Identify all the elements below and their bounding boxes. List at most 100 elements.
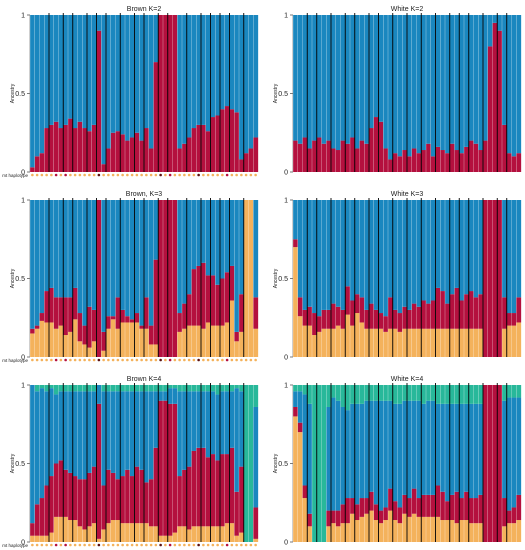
bar-segment xyxy=(430,400,436,495)
bar-segment xyxy=(502,526,507,542)
hap-dot xyxy=(73,358,77,362)
bar-segment xyxy=(464,403,469,492)
bar-segment xyxy=(144,391,149,483)
bar-segment xyxy=(392,309,398,329)
bar-segment xyxy=(383,400,389,508)
bar-segment xyxy=(91,466,97,524)
bar-segment xyxy=(63,297,69,336)
bar-segment xyxy=(220,200,225,279)
bar-segment xyxy=(77,526,83,542)
bar-segment xyxy=(101,200,107,332)
bar-segment xyxy=(153,526,159,542)
y-axis-label: Ancestry xyxy=(273,83,279,103)
bar-segment xyxy=(205,457,211,527)
bar-segment xyxy=(248,385,254,542)
bar-segment xyxy=(350,403,355,499)
bar-segment xyxy=(134,391,140,467)
bar-segment xyxy=(421,150,427,172)
bar-segment xyxy=(407,309,412,329)
bar-segment xyxy=(30,200,35,329)
bar-segment xyxy=(191,385,197,392)
bar-segment xyxy=(191,15,197,129)
bar-segment xyxy=(201,447,206,527)
bar-segment xyxy=(201,526,206,542)
bar-segment xyxy=(44,385,50,392)
bar-segment xyxy=(373,200,379,310)
bar-segment xyxy=(445,303,450,329)
hap-dot xyxy=(235,358,238,362)
bar-segment xyxy=(120,391,126,477)
bar-segment xyxy=(402,306,408,329)
bar-segment xyxy=(350,385,355,404)
bar-segment xyxy=(87,200,92,307)
bar-segment xyxy=(435,516,441,542)
y-tick-label: 1 xyxy=(284,13,288,20)
bar-segment xyxy=(239,159,244,172)
hap-dot xyxy=(64,173,67,177)
bar-segment xyxy=(58,391,64,461)
y-tick-label: 0 xyxy=(284,170,288,177)
bar-segment xyxy=(426,15,431,144)
bar-segment xyxy=(253,406,259,508)
bar-segment xyxy=(449,328,455,357)
bar-segment xyxy=(502,15,507,125)
bar-segment xyxy=(96,385,102,404)
bar-segment xyxy=(30,535,35,542)
bar-segment xyxy=(478,294,484,329)
bar-segment xyxy=(307,385,313,404)
bar-segment xyxy=(435,385,441,404)
bar-segment xyxy=(307,513,313,527)
hap-label: mt haplotype xyxy=(2,173,28,178)
bar-segment xyxy=(172,532,178,542)
bar-segment xyxy=(392,403,398,502)
bar-segment xyxy=(445,200,450,304)
bar-segment xyxy=(196,325,202,357)
bar-segment xyxy=(388,510,393,542)
bar-segment xyxy=(110,385,116,392)
bar-segment xyxy=(293,247,298,357)
hap-dot xyxy=(244,543,248,547)
bar-segment xyxy=(464,200,469,295)
bar-segment xyxy=(39,15,45,154)
bar-segment xyxy=(77,15,83,122)
hap-dot xyxy=(240,358,243,362)
bar-segment xyxy=(125,322,130,357)
bar-segment xyxy=(120,15,126,135)
bar-segment xyxy=(253,507,259,539)
hap-dot xyxy=(145,173,148,177)
bar-segment xyxy=(115,479,121,521)
bar-segment xyxy=(253,297,259,329)
bar-segment xyxy=(293,406,298,417)
bar-segment xyxy=(459,328,465,357)
bar-segment xyxy=(449,143,455,172)
bar-segment xyxy=(253,200,259,298)
hap-dot xyxy=(83,358,86,362)
bar-segment xyxy=(373,385,379,401)
bar-segment xyxy=(335,150,341,172)
hap-dot xyxy=(225,173,229,177)
bar-segment xyxy=(91,309,97,342)
hap-dot xyxy=(159,543,162,547)
bar-segment xyxy=(115,391,121,480)
bar-segment xyxy=(49,476,54,533)
bar-segment xyxy=(139,385,145,392)
bar-segment xyxy=(502,498,507,527)
hap-dot xyxy=(40,173,44,177)
bar-segment xyxy=(449,200,455,295)
hap-dot xyxy=(249,358,253,362)
bar-segment xyxy=(30,333,35,357)
hap-dot xyxy=(50,173,53,177)
bar-segment xyxy=(210,391,216,455)
bar-segment xyxy=(91,341,97,357)
hap-dot xyxy=(230,173,234,177)
bar-segment xyxy=(220,15,225,110)
hap-dot xyxy=(235,543,238,547)
bar-segment xyxy=(383,316,389,332)
bar-segment xyxy=(210,385,216,392)
bar-segment xyxy=(220,526,225,542)
bar-segment xyxy=(354,504,360,521)
bar-segment xyxy=(340,140,346,172)
bar-segment xyxy=(205,385,211,392)
bar-segment xyxy=(392,200,398,310)
bar-segment xyxy=(421,516,427,542)
